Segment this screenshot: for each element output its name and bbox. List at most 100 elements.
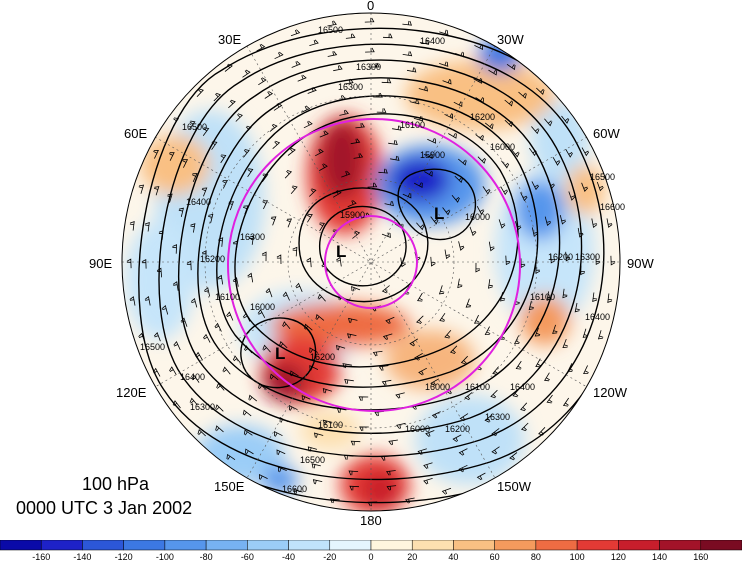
contour-label: 16300 — [240, 232, 265, 242]
wind-barb — [380, 455, 391, 461]
wind-barb — [315, 313, 325, 321]
wind-barb — [591, 218, 598, 229]
wind-barb — [581, 147, 590, 157]
wind-barb — [332, 189, 342, 198]
wind-barb — [438, 285, 445, 295]
wind-barb — [596, 181, 604, 192]
inner-magenta-circle — [324, 215, 418, 309]
wind-barb — [228, 201, 234, 211]
wind-barb — [348, 317, 358, 324]
wind-barb — [504, 99, 513, 107]
wind-barb — [384, 200, 394, 207]
wind-barb — [376, 108, 387, 113]
wind-barb — [413, 116, 424, 122]
wind-barb — [491, 446, 500, 455]
wind-barb — [350, 440, 361, 446]
wind-barb — [191, 374, 200, 383]
wind-barb — [417, 448, 427, 455]
wind-barb — [215, 425, 224, 433]
colorbar-swatch — [82, 540, 124, 551]
wind-barb — [490, 389, 498, 399]
wind-barb — [190, 223, 196, 233]
wind-barb — [282, 321, 291, 330]
wind-barb — [544, 216, 552, 227]
wind-barb — [333, 65, 343, 72]
wind-barb — [531, 126, 540, 135]
wind-barb — [167, 193, 173, 203]
contour-label: 16300 — [575, 252, 600, 262]
wind-barb — [402, 20, 412, 26]
wind-barb — [292, 246, 298, 257]
contour-label: 15900 — [340, 210, 365, 220]
wind-barb — [226, 311, 234, 321]
wind-barb — [402, 51, 413, 57]
wind-barb — [178, 207, 184, 217]
wind-barb — [336, 95, 346, 102]
wind-barb — [214, 322, 222, 332]
wind-barb — [274, 51, 284, 60]
wind-barb — [190, 297, 198, 308]
contour-label: 16400 — [585, 312, 610, 322]
wind-barb — [488, 241, 495, 252]
wind-barb — [492, 366, 499, 375]
wind-barb — [378, 365, 389, 371]
wind-barb — [475, 262, 481, 273]
colorbar-swatch — [288, 540, 331, 551]
wind-barb — [423, 462, 433, 469]
wind-barb — [265, 287, 273, 298]
wind-barb — [546, 394, 553, 404]
wind-barb — [414, 353, 423, 361]
wind-barb — [248, 394, 258, 402]
colorbar-tick-label: 140 — [652, 552, 667, 561]
wind-barb — [405, 497, 415, 504]
wind-barb — [202, 127, 210, 136]
wind-barb — [469, 226, 477, 237]
wind-barb — [460, 355, 468, 365]
wind-barb — [458, 158, 467, 166]
wind-barb — [247, 272, 254, 283]
wind-barb — [293, 488, 303, 495]
wind-barb — [392, 125, 402, 131]
wind-barb — [381, 78, 392, 84]
wind-barb — [580, 265, 586, 276]
wind-barb — [282, 291, 290, 301]
contour-labels: 16500 16400 16300 16300 16200 16100 1600… — [140, 25, 625, 494]
contour-label: 16600 — [282, 484, 307, 494]
colorbar-tick-label: -40 — [282, 552, 295, 561]
wind-barb — [286, 218, 293, 228]
wind-barb — [215, 404, 224, 412]
wind-barb — [319, 222, 325, 232]
wind-barb — [189, 397, 198, 406]
wind-barb — [424, 170, 433, 177]
wind-barb — [156, 267, 162, 278]
contour-label: 16000 — [490, 142, 515, 152]
wind-barb — [262, 344, 271, 353]
wind-barb — [222, 366, 231, 375]
contour-label: 16200 — [310, 352, 335, 362]
wind-barb — [244, 125, 252, 135]
colorbar-tick-label: 120 — [611, 552, 626, 561]
wind-barb — [242, 69, 251, 78]
lon-label-60e: 60E — [124, 126, 148, 141]
wind-barb — [272, 140, 281, 150]
wind-barb — [390, 155, 400, 161]
wind-barb — [306, 257, 312, 268]
wind-barb — [574, 302, 580, 313]
outer-magenta-circle — [227, 118, 521, 412]
wind-barb — [290, 29, 301, 37]
wind-barb — [343, 454, 354, 460]
wind-barb — [273, 102, 283, 111]
wind-barb — [459, 413, 469, 422]
wind-barb — [141, 258, 147, 269]
wind-barb — [262, 200, 269, 210]
wind-barb — [431, 411, 441, 419]
wind-barb — [180, 317, 188, 327]
wind-barb — [378, 168, 388, 174]
wind-barb — [509, 452, 518, 461]
wind-barb — [475, 97, 485, 103]
colorbar-tick-label: -140 — [73, 552, 91, 561]
wind-barb — [372, 350, 383, 357]
wind-barb — [457, 278, 463, 289]
wind-barb — [336, 256, 342, 267]
wind-barb — [514, 335, 520, 344]
